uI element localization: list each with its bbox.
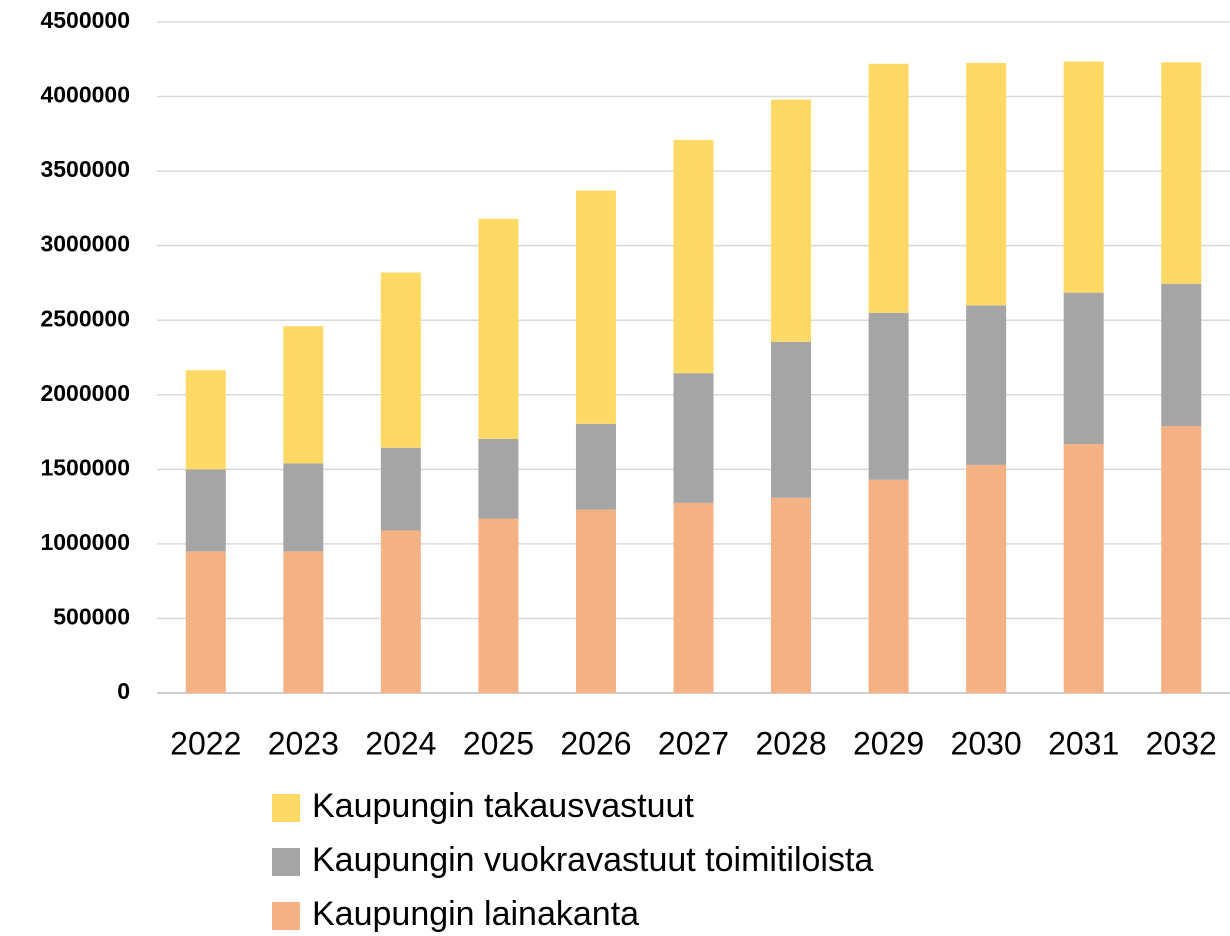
y-tick-label: 4500000 (40, 7, 130, 33)
bar-segment (868, 312, 909, 480)
y-tick-label: 0 (117, 678, 130, 704)
bar-segment (868, 63, 909, 313)
bar-segment (185, 551, 226, 693)
bar-segment (575, 423, 616, 510)
x-tick-label: 2022 (170, 725, 241, 761)
x-tick-label: 2024 (365, 725, 436, 761)
y-tick-label: 4000000 (40, 82, 130, 108)
bar-segment (673, 139, 714, 374)
bar-segment (1161, 62, 1202, 284)
bar-segment (966, 305, 1007, 465)
y-tick-label: 1000000 (40, 529, 130, 555)
bar-segment (771, 341, 812, 498)
bar-segment (966, 63, 1007, 306)
bar-segment (575, 509, 616, 693)
x-tick-label: 2026 (560, 725, 631, 761)
bar-segment (478, 518, 519, 693)
legend-swatch (272, 902, 300, 930)
bar-segment (575, 190, 616, 424)
y-tick-label: 500000 (53, 604, 130, 630)
bar-segment (673, 502, 714, 693)
legend-swatch (272, 794, 300, 822)
legend-swatch (272, 848, 300, 876)
x-tick-label: 2030 (951, 725, 1022, 761)
bar-segment (868, 479, 909, 693)
x-tick-label: 2032 (1146, 725, 1217, 761)
x-tick-label: 2027 (658, 725, 729, 761)
bar-segment (1161, 283, 1202, 427)
x-tick-label: 2029 (853, 725, 924, 761)
bar-segment (478, 218, 519, 439)
legend-label: Kaupungin takausvastuut (312, 787, 694, 825)
bar-segment (380, 447, 421, 531)
bar-segment (283, 463, 324, 552)
bar-segment (1161, 426, 1202, 693)
bar-segment (673, 373, 714, 503)
bar-segment (380, 530, 421, 693)
bar-segment (283, 326, 324, 464)
legend-label: Kaupungin vuokravastuut toimitiloista (312, 841, 873, 879)
y-tick-label: 3000000 (40, 231, 130, 257)
x-tick-label: 2025 (463, 725, 534, 761)
bar-segment (1063, 292, 1104, 444)
bar-segment (185, 469, 226, 552)
bar-segment (283, 551, 324, 693)
x-tick-label: 2031 (1048, 725, 1119, 761)
x-tick-label: 2023 (268, 725, 339, 761)
bar-segment (1063, 61, 1104, 293)
y-tick-label: 2000000 (40, 380, 130, 406)
bar-segment (185, 370, 226, 470)
bar-segment (771, 99, 812, 342)
y-tick-label: 3500000 (40, 156, 130, 182)
y-tick-label: 1500000 (40, 454, 130, 480)
bar-segment (1063, 443, 1104, 693)
bar-segment (966, 464, 1007, 693)
bar-segment (380, 272, 421, 448)
bar-segment (478, 438, 519, 519)
y-tick-label: 2500000 (40, 305, 130, 331)
x-tick-label: 2028 (755, 725, 826, 761)
bar-segment (771, 497, 812, 693)
legend-label: Kaupungin lainakanta (312, 895, 639, 933)
